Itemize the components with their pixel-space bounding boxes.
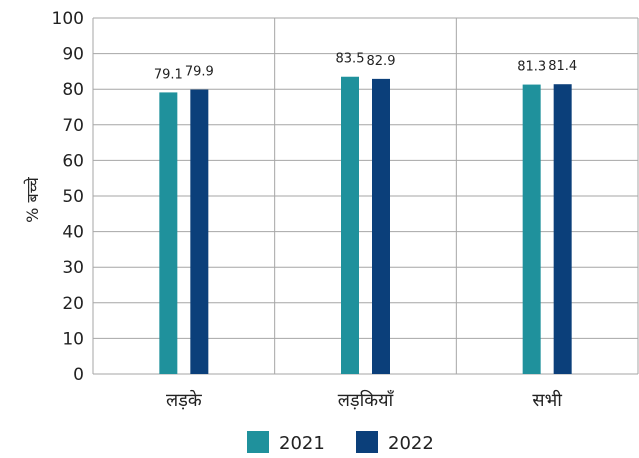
y-tick-label: 80 bbox=[62, 80, 84, 100]
x-axis-categories: लड़के लड़कियाँ सभी bbox=[166, 389, 562, 411]
y-tick-label: 90 bbox=[62, 45, 84, 65]
bars bbox=[159, 76, 572, 375]
bar-2022-1 bbox=[190, 89, 209, 374]
data-label: 83.5 bbox=[336, 52, 365, 67]
legend-label: 2021 bbox=[279, 433, 325, 454]
y-axis-ticks: 0 10 20 30 40 50 60 70 80 90 100 bbox=[52, 9, 84, 385]
y-tick-label: 0 bbox=[73, 365, 84, 385]
y-tick-label: 20 bbox=[62, 294, 84, 314]
y-tick-label: 10 bbox=[62, 329, 84, 349]
x-category-label: लड़के bbox=[166, 389, 203, 411]
y-tick-label: 100 bbox=[52, 9, 84, 29]
data-label: 81.4 bbox=[548, 59, 577, 74]
y-axis-label: % बच्चे bbox=[23, 176, 42, 222]
data-label: 79.1 bbox=[154, 67, 183, 82]
x-category-label: लड़कियाँ bbox=[338, 389, 394, 411]
bar-2022-2 bbox=[372, 78, 390, 374]
gridlines bbox=[92, 17, 639, 375]
data-labels: 79.1 79.9 83.5 82.9 81.3 81.4 bbox=[154, 52, 577, 83]
legend-swatch-2022 bbox=[356, 431, 378, 453]
y-tick-label: 60 bbox=[62, 151, 84, 171]
y-tick-label: 70 bbox=[62, 116, 84, 136]
data-label: 81.3 bbox=[517, 60, 546, 75]
data-label: 82.9 bbox=[367, 54, 396, 69]
legend-swatch-2021 bbox=[247, 431, 269, 453]
x-category-label: सभी bbox=[532, 389, 562, 411]
y-tick-label: 30 bbox=[62, 258, 84, 278]
data-label: 79.9 bbox=[185, 65, 214, 80]
legend-label: 2022 bbox=[388, 433, 434, 454]
legend: 2021 2022 bbox=[247, 431, 434, 454]
bar-2021-1 bbox=[159, 92, 178, 375]
y-tick-label: 40 bbox=[62, 223, 84, 243]
bar-2021-2 bbox=[341, 76, 359, 375]
bar-2021-3 bbox=[522, 84, 541, 375]
bar-2022-3 bbox=[553, 84, 572, 374]
y-tick-label: 50 bbox=[62, 187, 84, 207]
